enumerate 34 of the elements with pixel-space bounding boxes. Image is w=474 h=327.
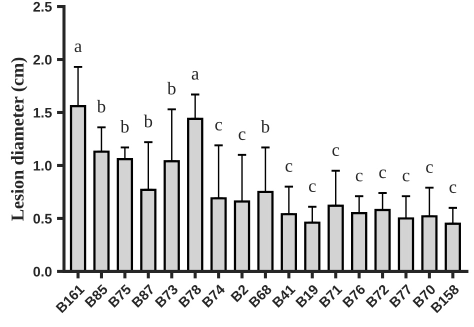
y-tick-label: 0.5 bbox=[33, 214, 52, 224]
annotation: c bbox=[286, 163, 292, 172]
x-tick-label: B71 bbox=[318, 284, 343, 308]
x-tick-label: B73 bbox=[154, 284, 179, 308]
annotation: c bbox=[332, 147, 340, 156]
y-tick-label: 1.5 bbox=[34, 108, 52, 118]
x-tick-label: B2 bbox=[230, 284, 249, 302]
annotation: c bbox=[402, 172, 410, 182]
annotation: b bbox=[120, 120, 129, 133]
y-tick-label: 0.0 bbox=[33, 266, 52, 277]
annotation: c bbox=[215, 122, 222, 131]
annotation: c bbox=[308, 183, 316, 192]
y-axis-title: Lesion diameter (cm) bbox=[10, 58, 28, 221]
annotation: c bbox=[238, 131, 246, 140]
y-tick-label: 2.5 bbox=[33, 2, 52, 12]
x-tick-label: B41 bbox=[272, 284, 296, 308]
annotation: b bbox=[167, 82, 176, 95]
y-tick-label: 1.0 bbox=[34, 160, 52, 171]
annotation: a bbox=[74, 44, 82, 52]
x-tick-label: B19 bbox=[295, 284, 320, 308]
x-tick-label: B72 bbox=[365, 284, 390, 308]
annotation: b bbox=[144, 114, 152, 128]
x-tick-label: B78 bbox=[178, 284, 202, 308]
annotation: a bbox=[192, 71, 199, 80]
annotation: b bbox=[260, 120, 270, 133]
x-tick-label: B76 bbox=[342, 284, 366, 308]
annotation: b bbox=[96, 100, 106, 113]
annotation: c bbox=[379, 170, 386, 178]
x-tick-label: B68 bbox=[248, 284, 272, 308]
annotation: c bbox=[426, 164, 433, 173]
annotation: c bbox=[450, 184, 456, 194]
x-tick-label: B74 bbox=[202, 284, 226, 308]
annotation: c bbox=[356, 172, 363, 182]
y-tick-label: 2.0 bbox=[33, 54, 52, 65]
